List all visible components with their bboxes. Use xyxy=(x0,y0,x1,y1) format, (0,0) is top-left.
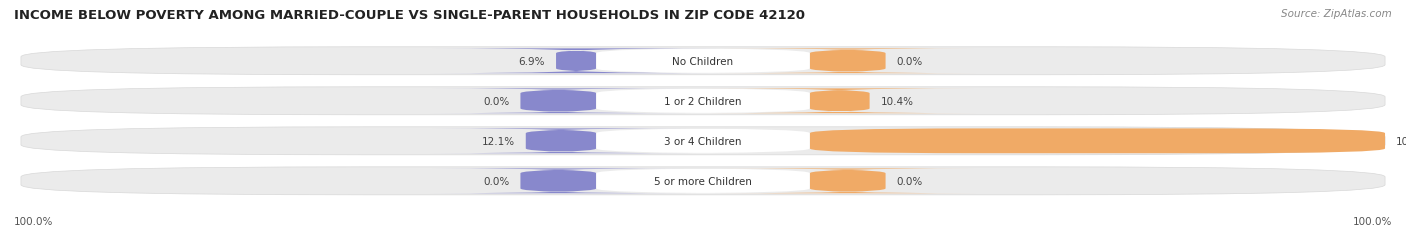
Text: 100.0%: 100.0% xyxy=(1353,216,1392,226)
FancyBboxPatch shape xyxy=(430,49,721,74)
Legend: Married Couples, Single Parents: Married Couples, Single Parents xyxy=(598,228,808,231)
FancyBboxPatch shape xyxy=(810,129,1385,154)
Text: 0.0%: 0.0% xyxy=(484,176,509,186)
FancyBboxPatch shape xyxy=(596,129,810,154)
Text: INCOME BELOW POVERTY AMONG MARRIED-COUPLE VS SINGLE-PARENT HOUSEHOLDS IN ZIP COD: INCOME BELOW POVERTY AMONG MARRIED-COUPL… xyxy=(14,9,806,22)
FancyBboxPatch shape xyxy=(21,167,1385,195)
FancyBboxPatch shape xyxy=(430,89,686,114)
FancyBboxPatch shape xyxy=(430,129,692,154)
Text: 0.0%: 0.0% xyxy=(484,96,509,106)
FancyBboxPatch shape xyxy=(21,87,1385,115)
FancyBboxPatch shape xyxy=(596,169,810,193)
FancyBboxPatch shape xyxy=(21,127,1385,155)
Text: Source: ZipAtlas.com: Source: ZipAtlas.com xyxy=(1281,9,1392,19)
FancyBboxPatch shape xyxy=(430,169,686,193)
Text: 0.0%: 0.0% xyxy=(897,57,922,67)
FancyBboxPatch shape xyxy=(596,49,810,74)
Text: No Children: No Children xyxy=(672,57,734,67)
FancyBboxPatch shape xyxy=(704,89,976,114)
Text: 1 or 2 Children: 1 or 2 Children xyxy=(664,96,742,106)
Text: 10.4%: 10.4% xyxy=(880,96,914,106)
Text: 5 or more Children: 5 or more Children xyxy=(654,176,752,186)
Text: 100.0%: 100.0% xyxy=(1396,136,1406,146)
FancyBboxPatch shape xyxy=(720,169,976,193)
Text: 6.9%: 6.9% xyxy=(519,57,546,67)
FancyBboxPatch shape xyxy=(596,89,810,114)
Text: 100.0%: 100.0% xyxy=(14,216,53,226)
Text: 12.1%: 12.1% xyxy=(482,136,515,146)
FancyBboxPatch shape xyxy=(21,48,1385,76)
Text: 0.0%: 0.0% xyxy=(897,176,922,186)
Text: 3 or 4 Children: 3 or 4 Children xyxy=(664,136,742,146)
FancyBboxPatch shape xyxy=(720,49,976,74)
